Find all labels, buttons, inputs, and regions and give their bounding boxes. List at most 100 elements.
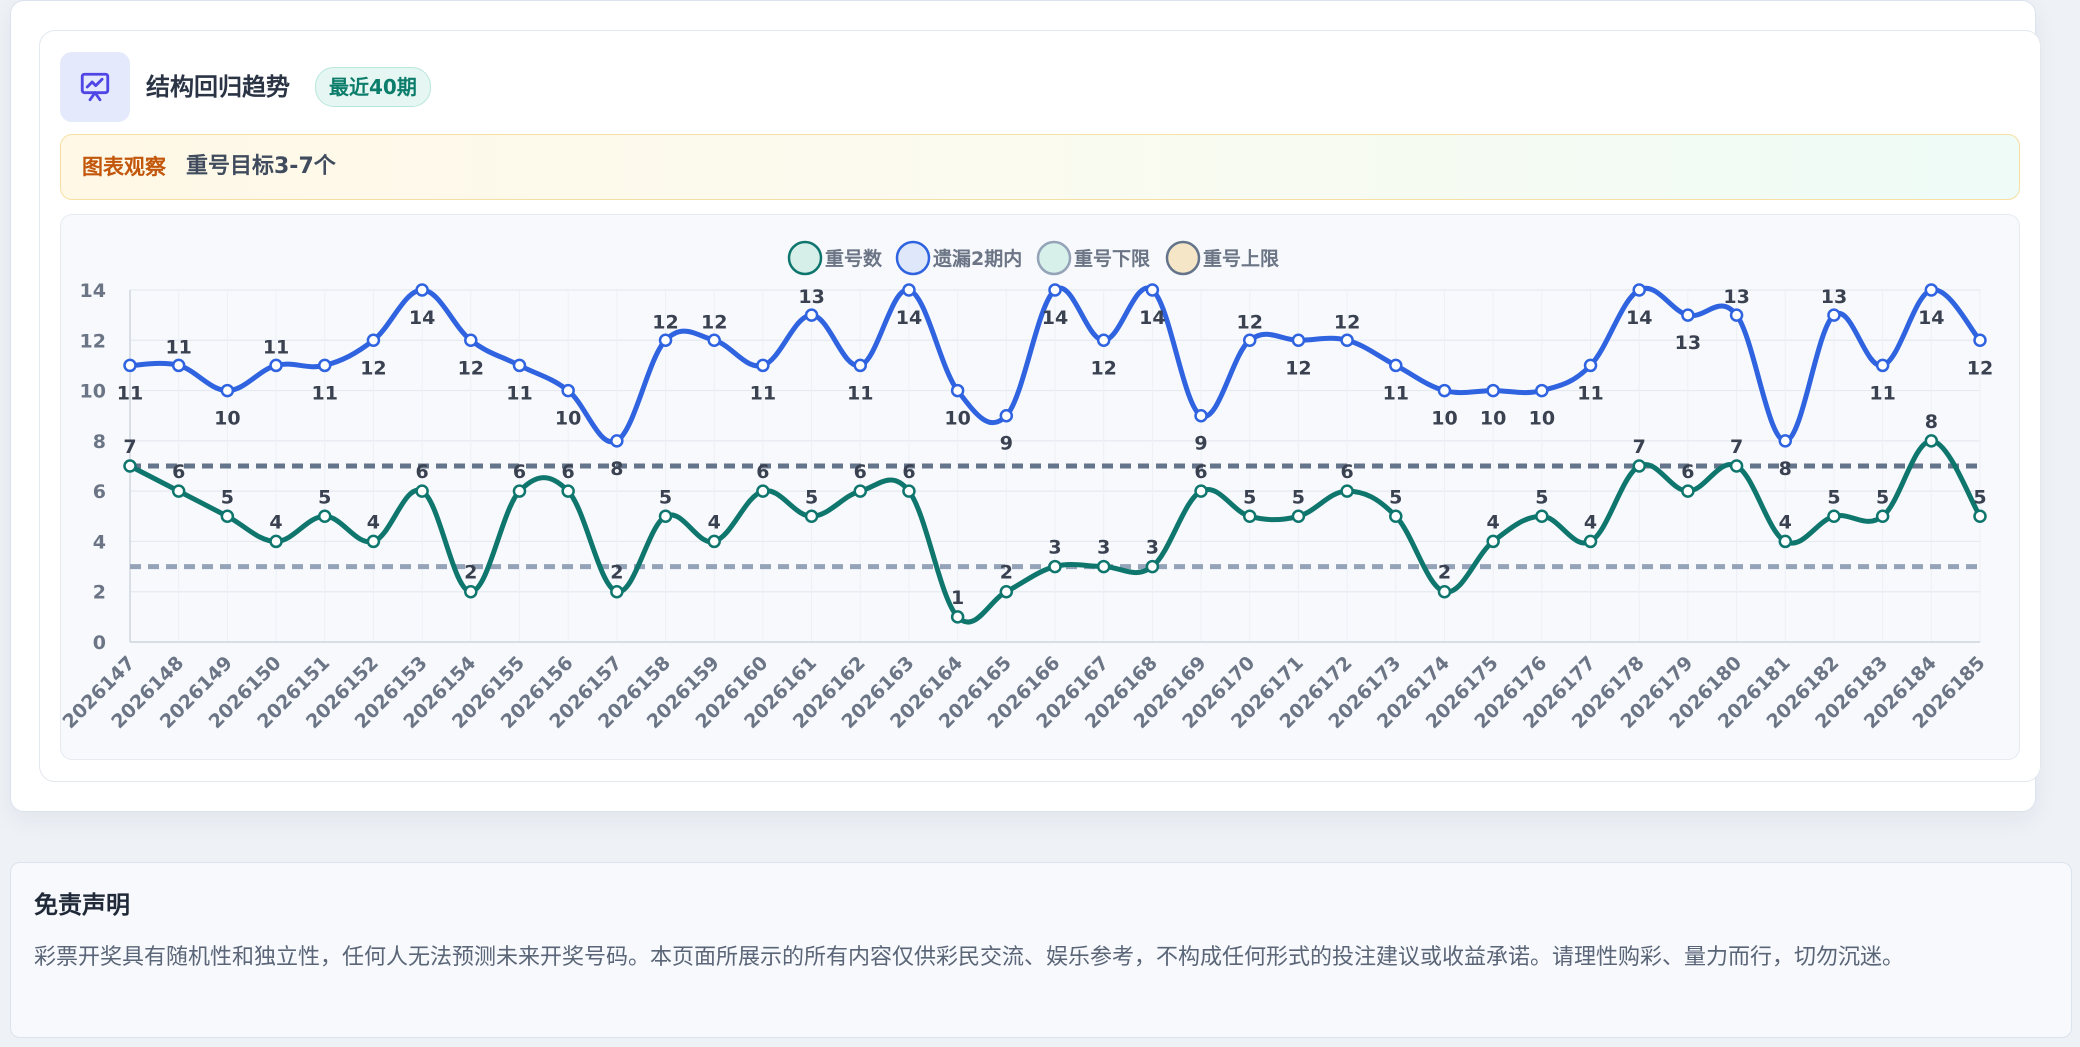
omit2-data-label: 12	[1090, 357, 1116, 379]
omit2-data-label: 10	[944, 408, 970, 430]
omit2-series-point	[1145, 283, 1160, 297]
disclaimer-title: 免责声明	[34, 891, 130, 919]
legend-label: 重号上限	[1203, 248, 1279, 270]
omit2-data-label: 11	[1577, 382, 1603, 404]
omit2-series-point	[1535, 383, 1549, 398]
legend-label: 重号数	[825, 247, 883, 270]
repeat-series-point	[1437, 584, 1452, 599]
repeat-series-point	[999, 584, 1014, 599]
omit2-data-label: 11	[506, 382, 532, 404]
omit2-data-label: 12	[701, 311, 727, 333]
repeat-data-label: 2	[610, 562, 623, 584]
repeat-data-label: 4	[269, 511, 282, 533]
repeat-series-point	[950, 610, 965, 624]
repeat-series-point	[123, 459, 137, 473]
y-tick-label: 6	[93, 481, 106, 503]
repeat-data-label: 4	[367, 511, 380, 533]
omit2-data-label: 12	[1285, 357, 1311, 379]
omit2-series-point	[123, 358, 137, 373]
omit2-series-point	[1729, 308, 1744, 322]
y-tick-label: 14	[80, 280, 106, 302]
repeat-series-point	[1535, 509, 1549, 524]
repeat-data-label: 4	[708, 511, 721, 533]
omit2-series-point	[902, 283, 916, 297]
y-tick-label: 8	[93, 431, 106, 453]
period-badge: 最近40期	[315, 67, 431, 107]
repeat-data-label: 5	[1973, 486, 1986, 508]
repeat-data-label: 5	[1243, 486, 1256, 508]
omit2-data-label: 11	[263, 336, 289, 358]
omit2-series-point	[1096, 333, 1111, 348]
repeat-data-label: 6	[1194, 461, 1207, 483]
omit2-series-point	[1048, 283, 1062, 297]
repeat-series-point	[1875, 509, 1890, 524]
omit2-series-point	[853, 358, 868, 373]
omit2-data-label: 13	[798, 286, 824, 308]
repeat-series-point	[1778, 534, 1793, 549]
repeat-series-point	[1194, 484, 1208, 498]
repeat-series-point	[902, 484, 916, 498]
omit2-data-label: 13	[1675, 332, 1701, 354]
repeat-series-point	[804, 509, 819, 524]
omit2-series-point	[1778, 434, 1793, 448]
repeat-series-point	[1924, 434, 1939, 448]
observation-box	[60, 134, 2020, 200]
repeat-series-point	[512, 484, 527, 498]
omit2-series-point	[999, 408, 1014, 423]
repeat-series-point	[756, 484, 770, 498]
repeat-data-label: 5	[1827, 486, 1840, 508]
omit2-series-point	[1389, 358, 1403, 373]
omit2-series-point	[1194, 408, 1208, 423]
repeat-series-point	[610, 584, 624, 599]
omit2-series-point	[1827, 308, 1841, 322]
omit2-series-point	[171, 358, 186, 373]
omit2-series-point	[317, 358, 332, 373]
omit2-series-point	[464, 333, 478, 348]
omit2-series-point	[1291, 333, 1306, 348]
repeat-series-point	[415, 484, 429, 498]
repeat-data-label: 5	[318, 486, 331, 508]
legend-swatch	[1036, 240, 1072, 276]
omit2-data-label: 8	[610, 458, 623, 480]
omit2-series-point	[610, 434, 624, 448]
repeat-series-point	[1632, 459, 1646, 473]
repeat-series-point	[1681, 484, 1695, 498]
repeat-data-label: 8	[1925, 411, 1938, 433]
omit2-series-point	[1973, 333, 1987, 348]
omit2-data-label: 11	[847, 382, 873, 404]
legend-swatch	[1165, 240, 1201, 276]
omit2-data-label: 11	[312, 382, 338, 404]
y-tick-label: 0	[93, 632, 106, 654]
omit2-data-label: 12	[1237, 311, 1263, 333]
omit2-series-point	[756, 358, 770, 373]
repeat-series-point	[1583, 534, 1598, 549]
omit2-data-label: 10	[1480, 408, 1506, 430]
repeat-series-point	[853, 484, 868, 498]
repeat-series-point	[658, 509, 673, 524]
omit2-series-point	[1340, 333, 1354, 348]
omit2-series-point	[1437, 383, 1452, 398]
repeat-series-point	[464, 584, 478, 599]
repeat-data-label: 6	[172, 461, 185, 483]
repeat-data-label: 7	[1633, 436, 1646, 458]
omit2-series-point	[1681, 308, 1695, 322]
omit2-data-label: 13	[1723, 286, 1749, 308]
repeat-data-label: 5	[1876, 486, 1889, 508]
repeat-data-label: 5	[1535, 486, 1548, 508]
omit2-data-label: 13	[1821, 286, 1847, 308]
repeat-series-point	[1389, 509, 1403, 524]
omit2-data-label: 14	[1626, 307, 1652, 329]
omit2-series-point	[1632, 283, 1646, 297]
repeat-series-point	[1827, 509, 1841, 524]
repeat-data-label: 6	[513, 461, 526, 483]
repeat-series-point	[1291, 509, 1306, 524]
omit2-series-point	[220, 383, 235, 398]
repeat-data-label: 6	[756, 461, 769, 483]
omit2-data-label: 10	[1431, 408, 1457, 430]
repeat-data-label: 3	[1146, 537, 1159, 559]
omit2-series-point	[1583, 358, 1598, 373]
omit2-series-point	[561, 383, 575, 398]
omit2-series-point	[1875, 358, 1890, 373]
repeat-data-label: 2	[1000, 562, 1013, 584]
omit2-data-label: 10	[1529, 408, 1555, 430]
